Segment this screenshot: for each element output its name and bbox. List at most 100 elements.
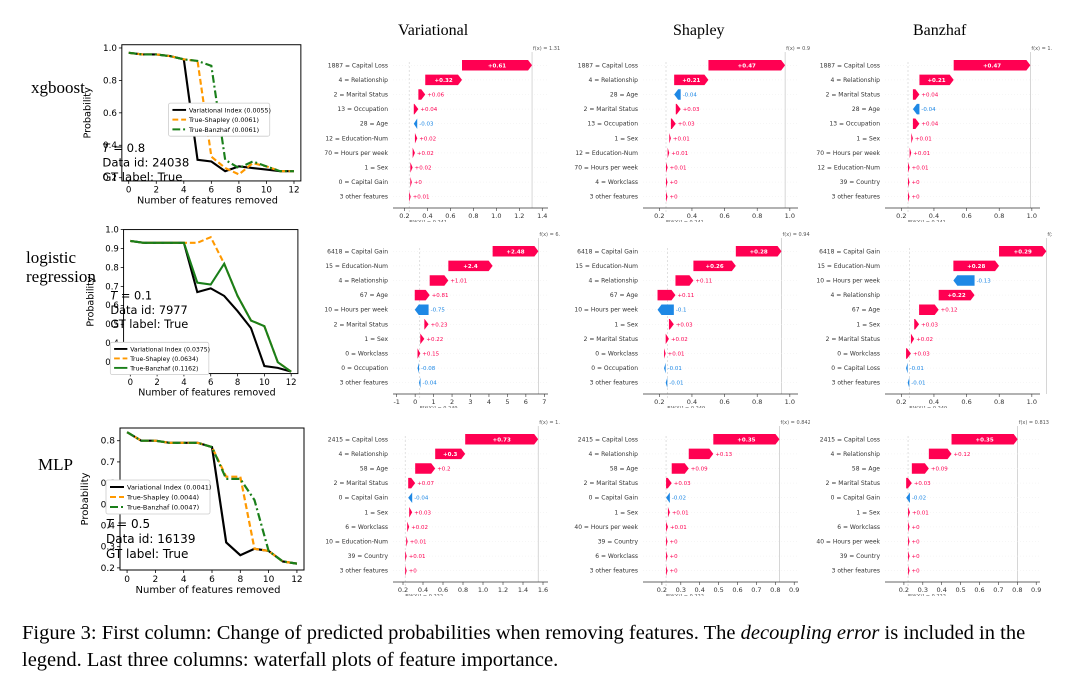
- x-tick-label: 0.2: [399, 212, 409, 220]
- positive-bar: [713, 434, 780, 445]
- positive-bar: [412, 147, 415, 159]
- feature-label: 3 other features: [832, 568, 880, 575]
- feature-label: 67 = Age: [610, 292, 638, 299]
- x-axis-label: Number of features removed: [138, 387, 275, 398]
- fx-label: f(x) = 1.003: [1031, 46, 1052, 52]
- bar-value-label: +0.02: [419, 136, 436, 142]
- x-tick-label: 0.6: [719, 212, 729, 220]
- row-label-logistic-regression: logistic regression: [26, 248, 96, 286]
- y-axis-label: Probability: [85, 276, 96, 326]
- feature-label: 28 = Age: [360, 121, 388, 128]
- feature-label: 6 = Workclass: [837, 524, 880, 531]
- bar-value-label: +0.01: [409, 554, 426, 560]
- feature-label: 2415 = Capital Loss: [328, 436, 388, 443]
- bar-value-label: +2.48: [506, 249, 524, 255]
- feature-label: 2 = Marital Status: [826, 480, 880, 487]
- feature-label: 6 = Workclass: [595, 553, 638, 560]
- legend-box: [105, 479, 211, 515]
- positive-bar: [911, 133, 913, 144]
- bar-value-label: +0: [912, 525, 921, 531]
- feature-label: 28 = Age: [610, 92, 638, 99]
- x-axis-label: Number of features removed: [137, 195, 278, 206]
- bar-value-label: +0.03: [921, 322, 938, 328]
- bar-value-label: +0.09: [931, 467, 948, 473]
- x-tick-label: 1.4: [518, 586, 528, 594]
- x-tick-label: 0.8: [1012, 586, 1022, 594]
- feature-label: 3 other features: [832, 194, 880, 201]
- feature-label: 3 other features: [340, 568, 388, 575]
- feature-label: 39 = Country: [840, 179, 881, 186]
- ef-label: E[f(X)] = 0.249: [420, 406, 458, 408]
- feature-label: 2415 = Capital Loss: [578, 436, 638, 443]
- positive-bar: [912, 118, 920, 129]
- positive-bar: [670, 118, 676, 129]
- x-tick-label: 1.0: [785, 398, 795, 406]
- bar-value-label: -0.1: [676, 308, 687, 314]
- positive-bar: [410, 162, 413, 173]
- feature-label: 15 = Education-Num: [575, 263, 638, 270]
- ef-label: E[f(X)] = 0.249: [909, 406, 947, 408]
- x-tick-label: 1.0: [1027, 212, 1037, 220]
- feature-label: 12 = Education-Num: [817, 165, 880, 172]
- feature-label: 2 = Marital Status: [334, 480, 388, 487]
- x-tick-label: 0.2: [657, 586, 667, 594]
- positive-bar: [938, 289, 975, 301]
- negative-bar: [417, 362, 420, 374]
- x-tick-label: 0.4: [929, 398, 939, 406]
- annotation-gt-label: GT label: True: [102, 170, 182, 184]
- feature-label: 6418 = Capital Gain: [819, 248, 880, 255]
- annotation-threshold: T = 0.8: [102, 141, 145, 155]
- line-chart-xgboost: 0.2 0.4 0.6 0.8 1.0 0 2 4 6 8 10 12 Number of featur…: [83, 44, 302, 206]
- annotation-threshold: T = 0.5: [106, 517, 150, 531]
- bar-value-label: +0.15: [422, 352, 439, 358]
- fx-label: f(x) = 0.991: [1047, 232, 1052, 238]
- feature-label: 40 = Hours per week: [574, 524, 638, 531]
- x-tick-label: 0.8: [770, 586, 780, 594]
- positive-bar: [667, 507, 670, 518]
- bar-value-label: -0.02: [912, 496, 926, 502]
- bar-value-label: +0.01: [672, 510, 689, 516]
- x-tick-label: 0.2: [398, 586, 408, 594]
- x-tick-label: 3: [468, 398, 472, 406]
- positive-bar: [908, 536, 910, 547]
- feature-label: 6418 = Capital Gain: [577, 248, 638, 255]
- bar-value-label: +0.11: [695, 279, 712, 285]
- bar-value-label: +0.32: [435, 78, 453, 84]
- bar-value-label: +0.01: [668, 352, 685, 358]
- bar-value-label: +0.03: [913, 352, 930, 358]
- x-tick-label: 6: [209, 575, 215, 585]
- feature-label: 10 = Hours per week: [574, 307, 638, 314]
- positive-bar: [406, 536, 408, 547]
- positive-bar: [666, 536, 668, 547]
- positive-bar: [688, 448, 714, 460]
- positive-bar: [448, 260, 493, 272]
- bar-value-label: +0.02: [415, 166, 432, 172]
- caption-italic: decoupling error: [740, 622, 880, 644]
- positive-bar: [666, 477, 672, 489]
- legend-label-banzhaf: True-Banzhaf (0.0061): [188, 127, 259, 134]
- ef-label: E[f(X)] = 0.249: [667, 406, 705, 408]
- feature-label: 4 = Relationship: [589, 278, 639, 285]
- positive-bar: [671, 463, 689, 474]
- annotation-gt-label: GT label: True: [106, 547, 188, 561]
- legend-box: [168, 102, 271, 137]
- bar-value-label: -0.03: [419, 122, 434, 128]
- bar-value-label: +0.02: [417, 151, 434, 157]
- positive-bar: [410, 176, 412, 188]
- x-tick-label: 2: [154, 378, 159, 388]
- bar-value-label: +0.73: [493, 437, 511, 443]
- feature-label: 3 other features: [340, 380, 388, 387]
- positive-bar: [657, 289, 676, 301]
- bar-value-label: +0.02: [411, 525, 428, 531]
- bar-value-label: +0: [912, 195, 921, 201]
- bar-value-label: +0.3: [443, 452, 458, 458]
- y-tick-label: 0.2: [101, 564, 115, 574]
- positive-bar: [912, 89, 920, 100]
- positive-bar: [911, 463, 929, 474]
- y-tick-label: 1.0: [105, 225, 119, 235]
- positive-bar: [674, 74, 709, 86]
- x-tick-label: 4: [181, 378, 186, 388]
- negative-bar: [666, 492, 670, 503]
- positive-bar: [492, 246, 539, 257]
- bar-value-label: +0: [912, 569, 921, 575]
